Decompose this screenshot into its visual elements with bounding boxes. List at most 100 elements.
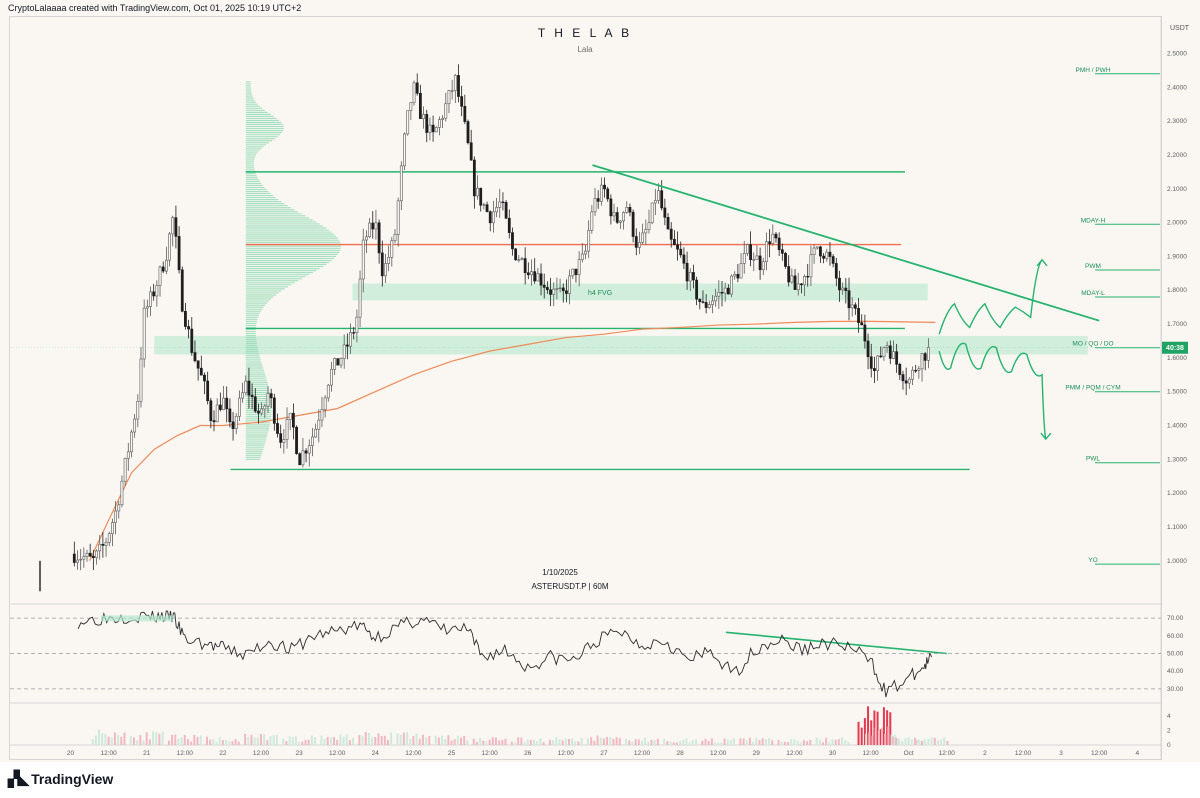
volume-bar — [364, 731, 367, 745]
volume-bar — [748, 737, 751, 745]
candle-body — [253, 396, 257, 412]
candle-body — [911, 369, 914, 380]
volume-bar — [396, 733, 399, 745]
volume-bar — [873, 710, 876, 745]
time-tick-label: 4 — [1135, 750, 1139, 757]
candle-body — [247, 380, 251, 396]
candle-body — [904, 380, 908, 384]
candle-body — [501, 201, 505, 203]
candle-body — [152, 291, 156, 297]
volume-bar — [841, 737, 844, 745]
candle-body — [441, 117, 445, 120]
candles-layer — [39, 64, 930, 592]
volume-bar — [514, 742, 516, 745]
volume-bar — [352, 737, 355, 745]
candle-body — [587, 230, 591, 252]
candle-body — [577, 259, 581, 276]
volume-bar — [320, 735, 323, 745]
volume-bar — [155, 732, 158, 745]
volume-bar — [501, 739, 504, 745]
volume-bar — [215, 741, 218, 745]
candle-body — [123, 458, 127, 482]
candle-body — [126, 451, 130, 459]
volume-bar — [790, 739, 793, 745]
candle-body — [196, 360, 200, 369]
volume-bar — [231, 741, 234, 745]
price-tick-label: 1.5000 — [1167, 389, 1187, 396]
last-price-badge-bg — [1162, 341, 1188, 354]
candle-body — [218, 404, 222, 410]
volume-bar — [247, 737, 250, 745]
candle-body — [784, 252, 787, 267]
time-tick-label: 12:00 — [634, 750, 651, 757]
candle-body — [901, 374, 905, 382]
candle-body — [272, 397, 276, 424]
candle-body — [339, 358, 343, 366]
volume-bar — [294, 736, 297, 745]
candle-body — [907, 378, 911, 384]
volume-bar — [871, 735, 874, 745]
time-tick-label: 3 — [1059, 750, 1063, 757]
volume-bar — [844, 740, 847, 745]
candle-body — [257, 410, 260, 414]
candle-body — [561, 287, 565, 292]
candle-body — [444, 103, 448, 119]
volume-tick-label: 4 — [1167, 713, 1171, 720]
time-axis[interactable]: 20 12:00 21 12:00 22 12:00 23 12:00 24 12:00 25 12:… — [67, 750, 1140, 757]
volume-bar — [821, 742, 824, 745]
candle-body — [371, 222, 375, 230]
volume-bar — [177, 738, 180, 745]
volume-tick-label: 0 — [1167, 742, 1171, 749]
volume-bar — [904, 738, 907, 745]
volume-bar — [580, 738, 583, 745]
candle-body — [142, 307, 146, 360]
volume-bar — [881, 727, 884, 745]
volume-bar — [860, 727, 863, 745]
candle-body — [177, 236, 181, 271]
volume-bar — [618, 738, 621, 745]
volume-bar — [886, 710, 889, 745]
rsi-line — [77, 610, 932, 698]
volume-bar — [374, 737, 377, 745]
key-levels-layer: PMH / PWH MDAY-H PWM MDAY-L MO / QO / DO PMM … — [1065, 67, 1160, 565]
price-axis[interactable]: 2.5000 2.4000 2.3000 2.2000 2.1000 2.0000 1.90… — [1167, 51, 1187, 565]
price-tick-label: 1.1000 — [1167, 524, 1187, 531]
volume-bar — [298, 741, 301, 745]
volume-bar — [552, 740, 555, 745]
candle-body — [82, 556, 86, 560]
candle-body — [476, 187, 479, 197]
key-level-label-5: PMM / PQM / CYM — [1065, 385, 1120, 392]
candle-body — [847, 290, 851, 309]
chart-svg[interactable]: T H E L A B Lala USDT h4 FVG PMH / PWH MD… — [0, 0, 1200, 762]
candle-body — [892, 351, 895, 359]
price-tick-label: 1.9000 — [1167, 253, 1187, 260]
candle-body — [260, 408, 264, 414]
volume-profile-layer — [245, 81, 342, 460]
footer-bar — [0, 762, 1200, 798]
candle-body — [428, 124, 432, 133]
volume-bar — [663, 738, 666, 745]
candle-body — [819, 246, 822, 257]
candle-body — [777, 237, 781, 251]
tradingview-logo[interactable]: ▞◣ TradingView — [8, 770, 113, 788]
candle-body — [685, 262, 689, 282]
volume-bar — [488, 739, 491, 745]
volume-bar — [857, 721, 860, 745]
volume-bar — [152, 731, 155, 745]
volume-bar — [358, 735, 361, 745]
candle-body — [647, 222, 651, 230]
volume-bar — [494, 737, 497, 745]
projections-layer — [938, 258, 1052, 441]
candle-body — [199, 367, 203, 376]
volume-bar — [244, 733, 247, 745]
volume-bar — [625, 738, 628, 745]
candle-body — [825, 251, 829, 259]
time-tick-label: 29 — [753, 750, 761, 757]
candle-body — [834, 263, 838, 279]
volume-bar — [402, 732, 405, 745]
candle-body — [682, 254, 686, 264]
volume-bar — [234, 738, 237, 745]
candle-body — [520, 258, 524, 260]
volume-bar — [304, 739, 307, 745]
candle-body — [279, 433, 283, 443]
